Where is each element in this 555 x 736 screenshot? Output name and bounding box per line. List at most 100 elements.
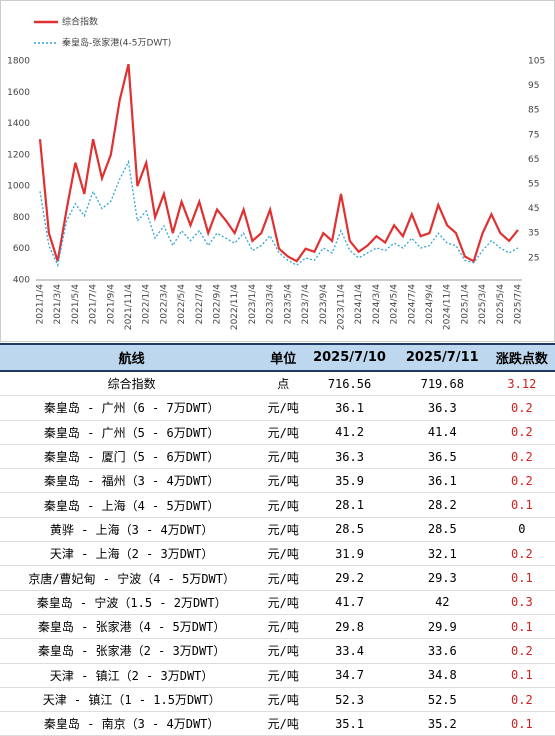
x-tick-label: 2021/9/4 (106, 284, 116, 325)
table-cell: 35.9 (303, 468, 396, 494)
y-tick-label: 400 (13, 276, 30, 286)
x-tick-label: 2023/3/4 (266, 284, 276, 325)
x-tick-label: 2025/1/4 (460, 284, 470, 325)
x-tick-label: 2021/3/4 (53, 284, 63, 325)
table-cell: 秦皇岛 - 南京（3 - 4万DWT） (0, 711, 264, 736)
table-cell: 秦皇岛 - 张家港（4 - 5万DWT） (0, 614, 264, 640)
table-row: 天津 - 上海（2 - 3万DWT） 元/吨 31.9 32.1 0.2 (0, 541, 555, 567)
table-cell: 35.2 (395, 711, 489, 736)
x-tick-label: 2024/9/4 (425, 284, 435, 325)
table-cell: 32.1 (395, 541, 489, 567)
header-cell: 2025/7/11 (395, 343, 489, 372)
table-cell: 秦皇岛 - 广州（6 - 7万DWT） (0, 395, 264, 421)
table-cell: 0.3 (488, 590, 555, 615)
table-row: 天津 - 镇江（1 - 1.5万DWT） 元/吨 52.3 52.5 0.2 (0, 687, 555, 713)
table-cell: 28.5 (303, 517, 396, 543)
table-row: 秦皇岛 - 广州（5 - 6万DWT） 元/吨 41.2 41.4 0.2 (0, 420, 555, 445)
x-tick-label: 2023/11/4 (336, 284, 346, 330)
table-cell: 31.9 (303, 541, 396, 567)
table-cell: 3.12 (488, 371, 555, 397)
table-cell: 28.5 (395, 517, 489, 543)
table-cell: 秦皇岛 - 福州（3 - 4万DWT） (0, 468, 264, 494)
x-tick-label: 2021/5/4 (71, 284, 81, 325)
table-row: 黄骅 - 上海（3 - 4万DWT） 元/吨 28.5 28.5 0 (0, 517, 555, 543)
table-cell: 34.7 (303, 663, 396, 688)
x-tick-label: 2025/5/4 (496, 284, 506, 325)
table-cell: 0.2 (488, 468, 555, 494)
table-cell: 36.3 (303, 444, 396, 470)
table-cell: 元/吨 (263, 395, 304, 421)
table-cell: 秦皇岛 - 张家港（2 - 3万DWT） (0, 638, 264, 664)
table-row: 秦皇岛 - 张家港（2 - 3万DWT） 元/吨 33.4 33.6 0.2 (0, 638, 555, 664)
y2-tick-label: 75 (528, 130, 539, 140)
table-cell: 元/吨 (263, 541, 304, 567)
table-row: 综合指数点 716.56 719.68 3.12 (0, 371, 555, 397)
table-row: 秦皇岛 - 张家港（4 - 5万DWT） 元/吨 29.8 29.9 0.1 (0, 614, 555, 640)
table-cell: 52.5 (395, 687, 489, 713)
table-cell: 元/吨 (263, 590, 304, 615)
table-cell: 0.2 (488, 541, 555, 567)
table-cell: 元/吨 (263, 517, 304, 543)
header-cell: 2025/7/10 (303, 343, 396, 372)
table-cell: 36.1 (303, 395, 396, 421)
table-cell: 28.1 (303, 492, 396, 518)
table-cell: 秦皇岛 - 宁波（1.5 - 2万DWT） (0, 590, 264, 615)
y2-tick-label: 55 (528, 180, 539, 190)
table-cell: 元/吨 (263, 711, 304, 736)
table-cell: 0.1 (488, 565, 555, 591)
y-tick-label: 1800 (7, 57, 30, 67)
x-tick-label: 2025/3/4 (478, 284, 488, 325)
table-cell: 716.56 (303, 371, 396, 397)
table-cell: 天津 - 镇江（2 - 3万DWT） (0, 663, 264, 688)
y2-tick-label: 65 (528, 155, 539, 165)
table-cell: 41.7 (303, 590, 396, 615)
x-tick-label: 2024/11/4 (443, 284, 453, 330)
table-row: 秦皇岛 - 福州（3 - 4万DWT） 元/吨 35.9 36.1 0.2 (0, 468, 555, 494)
table-cell: 元/吨 (263, 614, 304, 640)
table-cell: 33.6 (395, 638, 489, 664)
table-cell: 秦皇岛 - 广州（5 - 6万DWT） (0, 420, 264, 445)
table-cell: 天津 - 上海（2 - 3万DWT） (0, 541, 264, 567)
y-tick-label: 600 (13, 244, 30, 254)
legend-label: 综合指数 (62, 16, 98, 28)
header-row: 航线 单位 2025/7/10 2025/7/11 涨跌点数 (0, 343, 555, 372)
table-cell: 36.5 (395, 444, 489, 470)
route-table: 航线 单位 2025/7/10 2025/7/11 涨跌点数 综合指数点 716.56 719… (0, 343, 555, 736)
table-cell: 元/吨 (263, 420, 304, 445)
x-tick-label: 2023/1/4 (248, 284, 258, 325)
table-cell: 0.2 (488, 638, 555, 664)
y2-tick-label: 35 (528, 229, 539, 239)
x-tick-label: 2025/7/4 (514, 284, 524, 325)
table-cell: 元/吨 (263, 663, 304, 688)
x-tick-label: 2021/1/4 (36, 284, 46, 325)
x-tick-label: 2023/5/4 (283, 284, 293, 325)
x-tick-label: 2022/3/4 (159, 284, 169, 325)
table-cell: 52.3 (303, 687, 396, 713)
table-cell: 41.2 (303, 420, 396, 445)
y2-tick-label: 85 (528, 106, 539, 116)
table-cell: 秦皇岛 - 上海（4 - 5万DWT） (0, 492, 264, 518)
table-cell: 0.1 (488, 663, 555, 688)
table-cell: 29.2 (303, 565, 396, 591)
table-row: 天津 - 镇江（2 - 3万DWT） 元/吨 34.7 34.8 0.1 (0, 663, 555, 688)
x-tick-label: 2024/5/4 (390, 284, 400, 325)
table-row: 秦皇岛 - 宁波（1.5 - 2万DWT） 元/吨 41.7 42 0.3 (0, 590, 555, 615)
table-cell: 0.2 (488, 444, 555, 470)
table-cell: 0.2 (488, 420, 555, 445)
x-tick-label: 2024/1/4 (354, 284, 364, 325)
x-tick-label: 2022/11/4 (230, 284, 240, 330)
x-tick-label: 2021/11/4 (124, 284, 134, 330)
table-cell: 29.9 (395, 614, 489, 640)
y2-tick-label: 95 (528, 81, 539, 91)
y2-tick-label: 105 (528, 57, 545, 67)
table-cell: 33.4 (303, 638, 396, 664)
y-tick-label: 1600 (7, 88, 30, 98)
table-row: 秦皇岛 - 南京（3 - 4万DWT） 元/吨 35.1 35.2 0.1 (0, 711, 555, 736)
series-line (39, 159, 519, 268)
table-cell: 元/吨 (263, 565, 304, 591)
table-cell: 综合指数 (0, 371, 264, 397)
table-cell: 0.1 (488, 492, 555, 518)
x-tick-label: 2022/1/4 (142, 284, 152, 325)
table-cell: 京唐/曹妃甸 - 宁波（4 - 5万DWT） (0, 565, 264, 591)
